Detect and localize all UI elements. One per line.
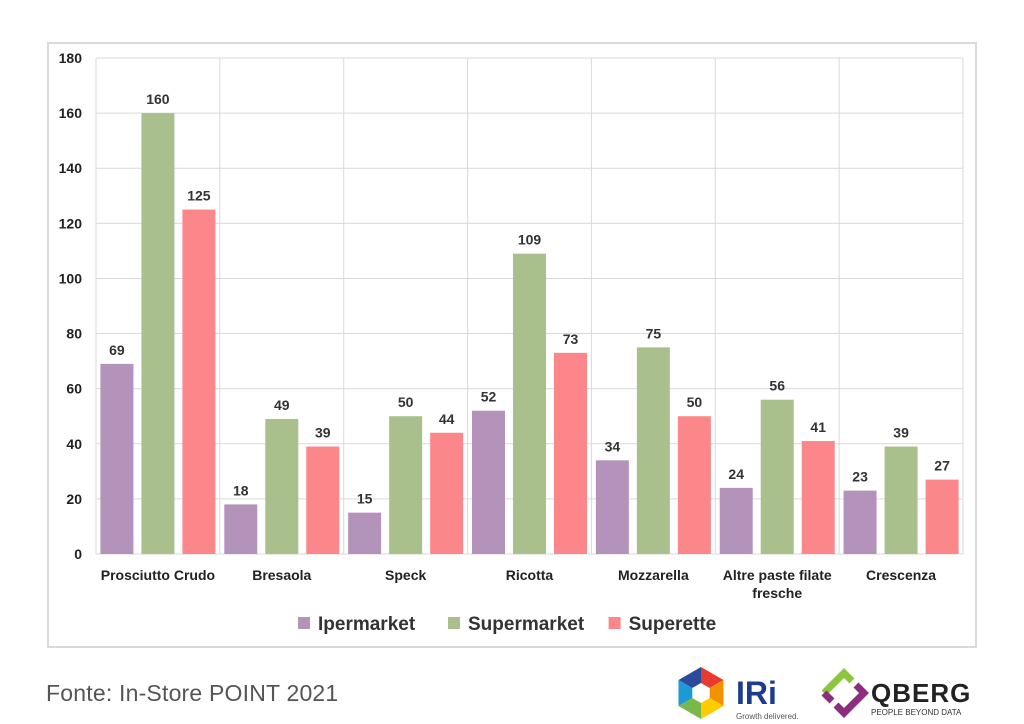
data-label: 50 (398, 394, 414, 410)
bar (182, 209, 216, 555)
data-label: 125 (187, 188, 211, 204)
bar-chart: 0 20 40 60 80 100 120 140 160 180 69 160 125 Prosciut… (59, 50, 964, 635)
y-tick-label: 140 (59, 160, 83, 176)
data-label: 39 (315, 425, 331, 441)
bar (265, 418, 299, 554)
x-tick-label: Speck (385, 567, 426, 583)
bar (719, 487, 753, 554)
y-tick-label: 160 (59, 105, 83, 121)
qberg-diamond-icon (821, 668, 869, 718)
bar (141, 113, 175, 554)
y-tick-label: 0 (74, 546, 82, 562)
legend-swatch (298, 617, 310, 629)
data-label: 41 (810, 419, 826, 435)
bar (224, 504, 258, 554)
legend-label: Supermarket (468, 614, 585, 635)
y-tick-label: 20 (66, 491, 82, 507)
y-tick-label: 40 (66, 436, 82, 452)
legend-swatch (448, 617, 460, 629)
data-label: 109 (518, 232, 542, 248)
legend-label: Superette (629, 614, 717, 635)
qberg-logo: QBERG PEOPLE BEYOND DATA (821, 668, 971, 718)
data-label: 34 (605, 438, 621, 454)
bar (472, 410, 505, 554)
data-label: 44 (439, 411, 455, 427)
data-label: 24 (728, 466, 744, 482)
bar (801, 441, 835, 554)
bar (348, 512, 382, 554)
iri-logo-text: IRi (736, 675, 777, 711)
source-note: Fonte: In-Store POINT 2021 (46, 680, 339, 706)
bar (595, 460, 629, 554)
bar (677, 416, 711, 554)
chart-frame: 0 20 40 60 80 100 120 140 160 180 69 160 125 Prosciut… (47, 42, 977, 648)
y-tick-label: 120 (59, 215, 83, 231)
bar (554, 352, 587, 554)
y-tick-label: 60 (66, 381, 82, 397)
bar (760, 399, 794, 554)
x-tick-label: Crescenza (866, 567, 936, 583)
data-label: 49 (274, 397, 290, 413)
bar (513, 253, 546, 554)
bar (925, 479, 959, 554)
bar (884, 446, 918, 554)
data-label: 52 (481, 389, 497, 405)
y-tick-label: 100 (59, 270, 83, 286)
y-tick-label: 180 (59, 50, 83, 66)
data-label: 39 (893, 425, 909, 441)
bar (306, 446, 340, 554)
x-tick-label: Altre paste filate (723, 567, 832, 583)
data-label: 56 (769, 378, 785, 394)
data-label: 27 (934, 458, 950, 474)
data-label: 69 (109, 342, 125, 358)
x-tick-label: Bresaola (252, 567, 311, 583)
iri-hexagon-icon (678, 667, 724, 719)
bar (100, 363, 134, 554)
data-label: 15 (357, 491, 373, 507)
legend-label: Ipermarket (318, 614, 416, 635)
data-label: 18 (233, 482, 249, 498)
y-tick-label: 80 (66, 326, 82, 342)
iri-logo: IRi Growth delivered. (678, 667, 799, 721)
logos: IRi Growth delivered. QBERG PEOPLE BEYON… (678, 667, 971, 721)
legend-swatch (608, 617, 621, 629)
data-label: 75 (646, 325, 662, 341)
iri-tagline: Growth delivered. (736, 712, 799, 721)
data-label: 50 (687, 394, 703, 410)
x-tick-label: Mozzarella (618, 567, 689, 583)
qberg-logo-text: QBERG (871, 678, 971, 708)
bar (430, 432, 464, 554)
bar (843, 490, 877, 554)
x-tick-label: fresche (752, 585, 802, 601)
data-label: 23 (852, 469, 868, 485)
qberg-tagline: PEOPLE BEYOND DATA (871, 708, 962, 717)
x-tick-label: Ricotta (506, 567, 554, 583)
data-label: 73 (563, 331, 579, 347)
bar (636, 347, 670, 554)
x-tick-label: Prosciutto Crudo (101, 567, 215, 583)
bar (389, 416, 423, 554)
data-label: 160 (146, 91, 170, 107)
